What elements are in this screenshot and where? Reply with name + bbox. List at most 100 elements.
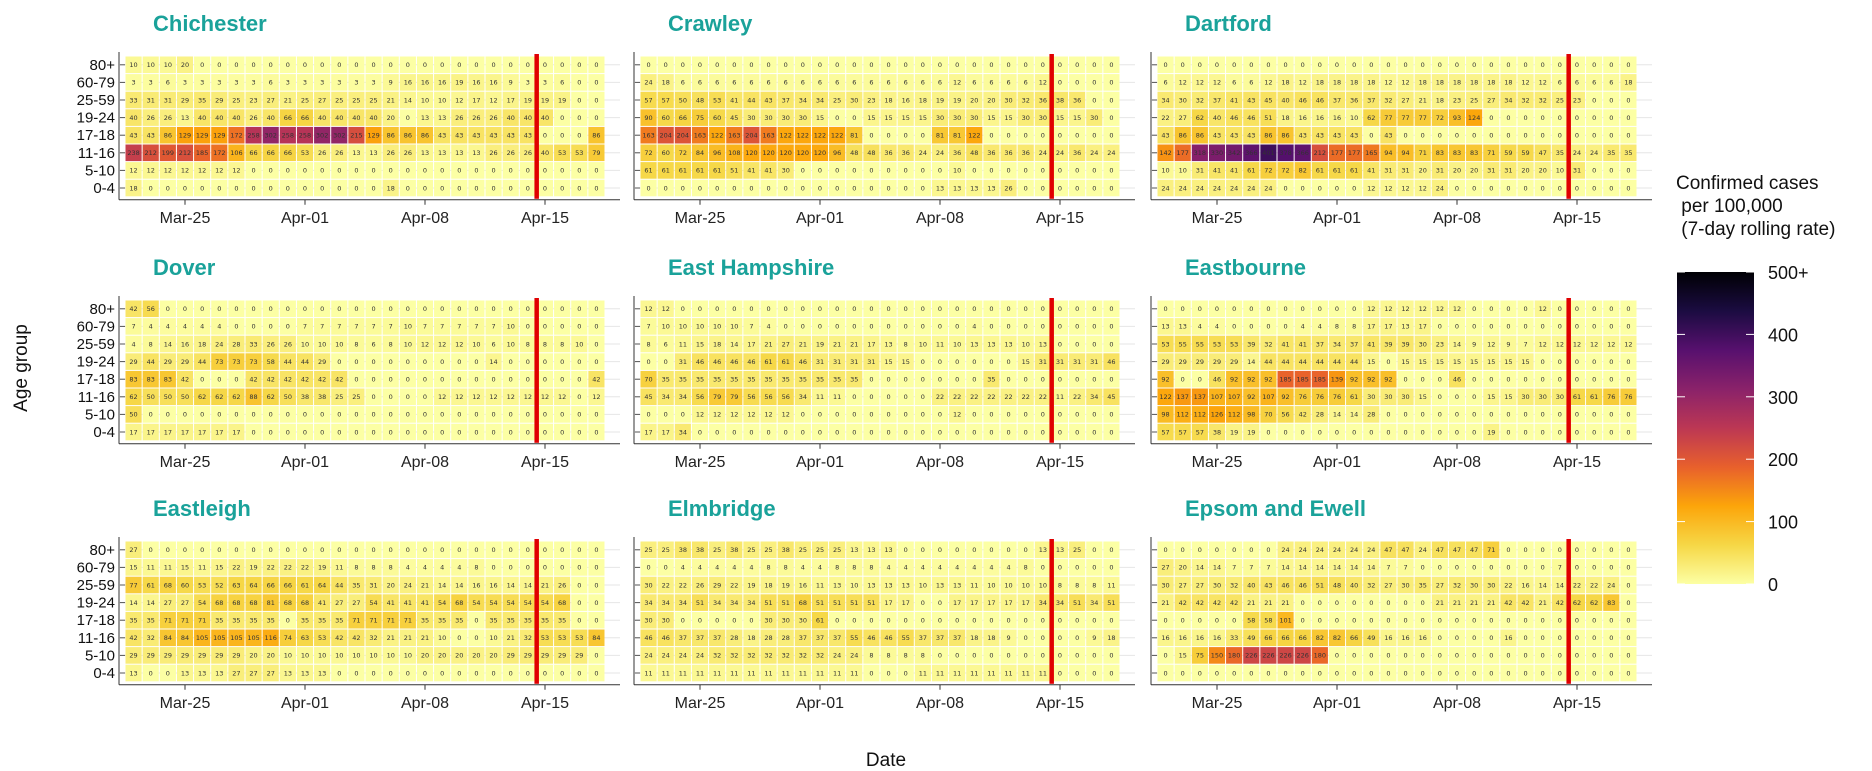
- cell-value: 45: [644, 393, 652, 401]
- cell-value: 41: [730, 96, 738, 104]
- cell-value: 0: [1024, 634, 1028, 642]
- cell-value: 25: [833, 96, 841, 104]
- cell-value: 86: [404, 132, 412, 140]
- cell-value: 0: [509, 358, 513, 366]
- cell-value: 112: [1228, 411, 1240, 419]
- cell-value: 0: [1109, 96, 1113, 104]
- heat-cell: [451, 318, 468, 335]
- cell-value: 53: [198, 581, 206, 589]
- cell-value: 4: [818, 564, 822, 572]
- cell-value: 31: [1487, 167, 1495, 175]
- cell-value: 163: [694, 132, 706, 140]
- cell-value: 0: [474, 546, 478, 554]
- legend-title-line-2: per 100,000: [1676, 196, 1783, 217]
- heat-cell: [382, 144, 399, 162]
- cell-value: 15: [987, 114, 995, 122]
- cell-value: 33: [249, 340, 257, 348]
- cell-value: 42: [181, 376, 189, 384]
- heat-cell: [1551, 162, 1568, 179]
- cell-value: 12: [421, 340, 429, 348]
- cell-value: 0: [594, 652, 598, 660]
- cell-value: 0: [1318, 61, 1322, 69]
- heat-cell: [794, 126, 811, 144]
- cell-value: 41: [404, 599, 412, 607]
- cell-value: 18: [1470, 79, 1478, 87]
- cell-value: 63: [232, 581, 240, 589]
- heat-cell: [1328, 126, 1346, 144]
- cell-value: 4: [749, 564, 753, 572]
- cell-value: 68: [301, 599, 309, 607]
- cell-value: 0: [1626, 114, 1630, 122]
- heat-cell: [502, 74, 519, 91]
- cell-value: 0: [509, 167, 513, 175]
- cell-value: 16: [489, 581, 497, 589]
- cell-value: 0: [1335, 617, 1339, 625]
- cell-value: 26: [472, 114, 480, 122]
- heat-cell: [897, 162, 914, 179]
- heat-cell: [1000, 162, 1017, 179]
- heat-cell: [571, 91, 588, 109]
- cell-value: 0: [1318, 669, 1322, 677]
- heat-cell: [519, 91, 536, 109]
- cell-value: 6: [938, 79, 942, 87]
- heat-cell: [1017, 126, 1034, 144]
- cell-value: 0: [200, 546, 204, 554]
- heat-cell: [846, 74, 863, 91]
- cell-value: 11: [764, 669, 772, 677]
- cell-value: 18: [129, 184, 137, 192]
- cell-value: 10: [301, 652, 309, 660]
- heat-cell: [485, 56, 502, 74]
- cell-value: 29: [575, 652, 583, 660]
- cell-value: 0: [1164, 652, 1168, 660]
- legend-tick-label: 100: [1768, 513, 1798, 533]
- cell-value: 0: [543, 428, 547, 436]
- cell-value: 35: [215, 617, 223, 625]
- cell-value: 0: [1455, 132, 1459, 140]
- cell-value: 46: [1453, 376, 1461, 384]
- heat-cell: [1034, 179, 1051, 197]
- cell-value: 0: [1558, 634, 1562, 642]
- cell-value: 20: [1453, 167, 1461, 175]
- cell-value: 0: [252, 167, 256, 175]
- heat-cell: [1243, 56, 1260, 74]
- heat-cell: [1000, 179, 1017, 197]
- heat-cell: [519, 74, 536, 91]
- heat-cell: [1346, 162, 1363, 179]
- cell-value: 0: [594, 669, 598, 677]
- heat-cell: [554, 179, 571, 197]
- cell-value: 50: [679, 96, 687, 104]
- cell-value: 172: [230, 132, 242, 140]
- cell-value: 6: [801, 79, 805, 87]
- heat-cell: [1620, 144, 1637, 162]
- cell-value: 12: [1419, 184, 1427, 192]
- cell-value: 23: [1573, 96, 1581, 104]
- cell-value: 41: [1281, 340, 1289, 348]
- heat-cell: [674, 179, 691, 197]
- cell-value: 18: [387, 184, 395, 192]
- heat-cell: [588, 300, 605, 318]
- cell-value: 0: [372, 184, 376, 192]
- cell-value: 0: [1404, 617, 1408, 625]
- cell-value: 0: [337, 61, 341, 69]
- cell-value: 0: [749, 305, 753, 313]
- cell-value: 18: [1453, 79, 1461, 87]
- heat-cell: [588, 109, 605, 126]
- heat-cell: [502, 91, 519, 109]
- cell-value: 0: [1489, 617, 1493, 625]
- heat-cell: [811, 179, 829, 197]
- heat-cell: [485, 162, 502, 179]
- cell-value: 6: [698, 79, 702, 87]
- cell-value: 0: [526, 564, 530, 572]
- heat-cell: [1483, 144, 1500, 162]
- cell-value: 37: [1367, 96, 1375, 104]
- cell-value: 185: [196, 149, 208, 157]
- cell-value: 22: [267, 564, 275, 572]
- cell-value: 0: [869, 305, 873, 313]
- cell-value: 15: [215, 564, 223, 572]
- cell-value: 0: [1472, 428, 1476, 436]
- cell-value: 7: [132, 323, 136, 331]
- cell-value: 46: [1299, 96, 1307, 104]
- heat-cell: [536, 318, 554, 335]
- cell-value: 38: [782, 546, 790, 554]
- cell-value: 0: [1592, 652, 1596, 660]
